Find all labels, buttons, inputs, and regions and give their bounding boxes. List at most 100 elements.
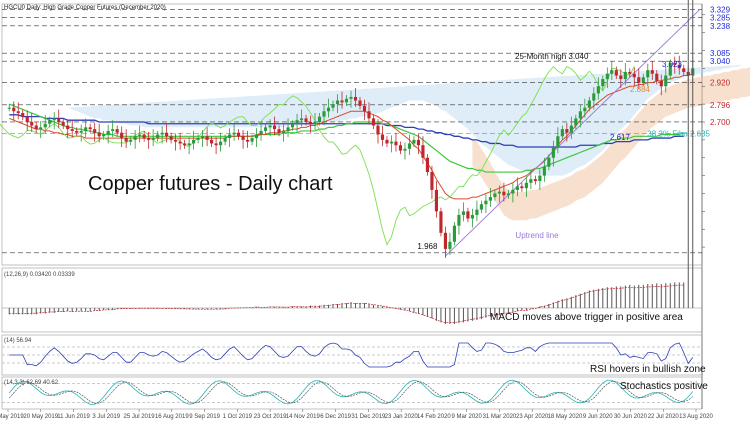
x-tick-label: 6 Dec 2019 bbox=[320, 414, 351, 420]
candle-body bbox=[12, 107, 16, 112]
x-tick-label: 25 Jul 2019 bbox=[124, 414, 156, 420]
candle-body bbox=[578, 111, 582, 119]
candle-body bbox=[628, 71, 632, 74]
x-tick-label: 23 Oct 2019 bbox=[254, 414, 287, 420]
candle-body bbox=[219, 141, 223, 146]
candle-body bbox=[52, 118, 56, 121]
x-tick-label: 13 Aug 2020 bbox=[679, 414, 713, 420]
candle-body bbox=[124, 138, 128, 142]
candle-body bbox=[637, 77, 641, 83]
candle-body bbox=[147, 138, 151, 140]
rsi-line bbox=[9, 342, 694, 368]
candle-body bbox=[542, 166, 546, 176]
candle-body bbox=[484, 200, 488, 205]
candle-body bbox=[331, 104, 335, 108]
candle-body bbox=[596, 86, 600, 94]
candle-body bbox=[524, 182, 528, 189]
candle-body bbox=[353, 96, 358, 101]
x-tick-label: 20 May 2019 bbox=[23, 414, 58, 420]
candle-body bbox=[439, 211, 443, 233]
candle-body bbox=[106, 130, 110, 135]
candle-body bbox=[434, 189, 439, 212]
x-tick-label: 9 Mar 2020 bbox=[451, 414, 482, 420]
candle-body bbox=[48, 120, 52, 124]
ichimoku-cloud-bear bbox=[472, 67, 750, 221]
candle-body bbox=[376, 125, 380, 135]
candle-body bbox=[448, 241, 452, 249]
candle-body bbox=[668, 62, 672, 76]
candle-body bbox=[475, 209, 479, 215]
price-level-label: 2.796 bbox=[710, 101, 731, 110]
candle-body bbox=[210, 139, 214, 144]
oscillator-panels-layer: (12,26,9) 0.03420 0.03339 MACD moves abov… bbox=[2, 0, 708, 405]
x-tick-label: 31 Dec 2019 bbox=[351, 414, 386, 420]
candle-body bbox=[529, 179, 533, 183]
candle-body bbox=[632, 73, 636, 78]
candle-body bbox=[169, 136, 173, 140]
candle-body bbox=[664, 75, 668, 87]
candle-body bbox=[497, 191, 501, 194]
candle-body bbox=[371, 118, 376, 126]
x-tick-label: 30 Jun 2020 bbox=[614, 414, 648, 420]
candle-body bbox=[138, 134, 142, 137]
candle-body bbox=[511, 189, 515, 194]
candle-body bbox=[88, 127, 92, 130]
chart-header-text: HGCU0 Daily: High Grade Copper Futures (… bbox=[4, 5, 166, 11]
stoch-note: Stochastics positive bbox=[620, 381, 708, 392]
ichimoku-cloud bbox=[67, 64, 743, 176]
candle-body bbox=[335, 100, 340, 105]
candle-body bbox=[16, 111, 20, 114]
candle-body bbox=[403, 148, 407, 151]
candle-body bbox=[412, 139, 416, 144]
candle-body bbox=[61, 121, 65, 126]
candle-body bbox=[277, 129, 281, 133]
candle-body bbox=[349, 96, 353, 99]
candle-body bbox=[259, 130, 263, 135]
candle-body bbox=[461, 211, 465, 215]
candle-body bbox=[421, 145, 425, 158]
candle-body bbox=[133, 136, 137, 140]
inline-price-label: 2.884 bbox=[630, 85, 651, 94]
candle-body bbox=[322, 111, 326, 117]
candle-body bbox=[641, 77, 645, 83]
candle-body bbox=[223, 138, 227, 142]
candle-body bbox=[313, 121, 317, 124]
candle-body bbox=[84, 127, 88, 131]
candle-body bbox=[268, 125, 272, 128]
candle-body bbox=[623, 71, 627, 80]
candle-body bbox=[228, 134, 232, 139]
candle-body bbox=[187, 143, 191, 146]
candle-body bbox=[506, 193, 510, 196]
candle-body bbox=[673, 62, 677, 65]
candle-body bbox=[587, 100, 591, 108]
x-tick-label: 11 Jun 2019 bbox=[57, 414, 90, 420]
candle-body bbox=[151, 138, 155, 140]
candle-body bbox=[30, 121, 34, 126]
x-tick-label: 14 Nov 2019 bbox=[286, 414, 321, 420]
candle-body bbox=[232, 132, 236, 135]
candle-body bbox=[560, 129, 564, 137]
candle-body bbox=[538, 175, 542, 181]
candle-body bbox=[34, 125, 38, 130]
candle-body bbox=[192, 139, 196, 144]
candle-body bbox=[466, 211, 470, 219]
candle-body bbox=[547, 157, 551, 167]
candle-body bbox=[551, 147, 555, 158]
candle-body bbox=[25, 116, 29, 122]
candle-body bbox=[111, 129, 115, 131]
candle-body bbox=[650, 70, 654, 74]
candle-body bbox=[156, 134, 160, 139]
candle-body bbox=[574, 118, 578, 126]
rsi-note: RSI hovers in bullish zone bbox=[590, 364, 706, 375]
high-25m-label: 25-Month high 3.040 bbox=[515, 52, 589, 61]
candle-body bbox=[457, 214, 461, 226]
chart-main-title: Copper futures - Daily chart bbox=[88, 173, 333, 195]
candle-body bbox=[66, 125, 70, 130]
candle-body bbox=[326, 107, 331, 112]
candle-body bbox=[70, 129, 74, 131]
candle-body bbox=[520, 186, 524, 189]
x-tick-label: 31 Mar 2020 bbox=[483, 414, 517, 420]
macd-note: MACD moves above trigger in positive are… bbox=[490, 312, 683, 323]
x-tick-label: 22 Jul 2020 bbox=[648, 414, 680, 420]
